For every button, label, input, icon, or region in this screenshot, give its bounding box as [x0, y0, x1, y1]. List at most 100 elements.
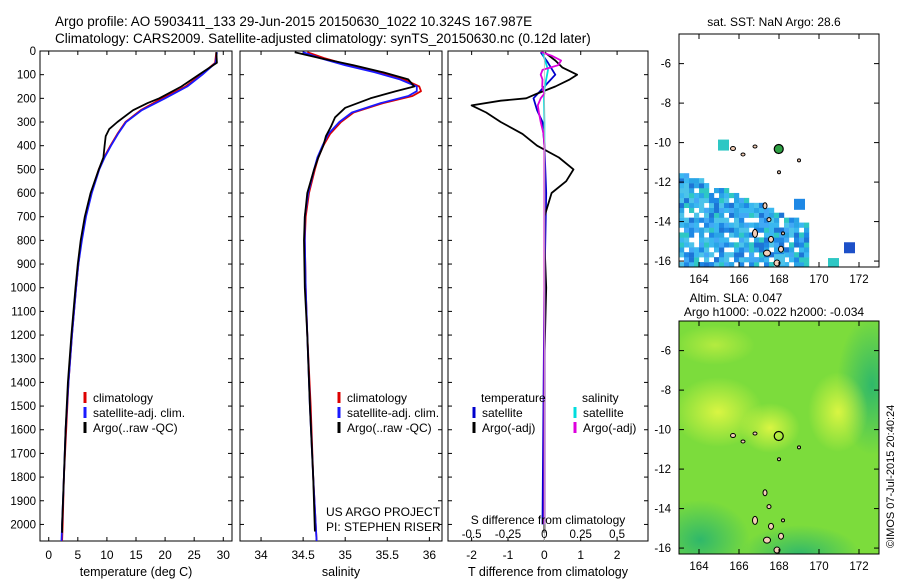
sst-cell: [739, 227, 745, 233]
difference-lines: [470, 51, 578, 541]
sst-cell: [699, 192, 705, 199]
sst-map-ticks: 164 166 168 170 172 -6 -8 -10 -12 -14 -16: [654, 34, 879, 286]
sst-cell: [709, 202, 715, 209]
sst-cell: [694, 197, 700, 204]
sst-cell: [734, 217, 740, 223]
salinity-axes-frame: [239, 50, 443, 542]
sst-cell: [739, 242, 745, 248]
island: [781, 231, 785, 236]
sst-map-cells: [679, 139, 855, 267]
depth-tick-label: 1600: [10, 425, 36, 437]
sst-cell: [709, 232, 715, 238]
lat-tick-label: -16: [654, 256, 671, 268]
sst-cell: [739, 212, 745, 218]
sst-cell: [774, 227, 780, 233]
x-tick-label: 20: [158, 548, 172, 562]
sst-cell: [769, 207, 775, 213]
sst-cell: [704, 257, 710, 263]
sst-cell: [764, 232, 770, 238]
sst-cell: [694, 222, 700, 228]
sst-cell: [744, 242, 750, 248]
sst-cell: [709, 212, 715, 218]
sst-cell: [679, 173, 685, 179]
sst-cell-large: [828, 258, 839, 267]
depth-tick-label: 400: [17, 141, 36, 153]
sst-cell: [719, 202, 725, 209]
island: [763, 536, 771, 544]
depth-tick-label: 300: [17, 117, 36, 129]
sst-cell: [689, 197, 695, 204]
sst-cell: [759, 222, 765, 228]
lat-tick-label: -16: [654, 543, 671, 555]
sst-cell: [719, 262, 725, 267]
x-tick-label: 30: [217, 548, 231, 562]
island: [768, 235, 774, 243]
lon-tick-label: 166: [729, 561, 748, 573]
lon-tick-label: 172: [849, 561, 868, 573]
s-diff-tick-label: 0: [541, 529, 547, 541]
sst-cell: [794, 227, 800, 233]
sst-cell: [689, 247, 695, 253]
island: [778, 532, 784, 540]
sst-cell: [714, 247, 720, 253]
sst-cell: [679, 212, 685, 218]
sst-cell: [724, 252, 730, 258]
lat-tick-label: -10: [654, 425, 671, 437]
lat-tick-label: -12: [654, 177, 671, 189]
depth-axis-ticks: 0 100 200 300 400 500 600 700 800 900 1000 1100 1200…: [10, 46, 232, 531]
sst-cell: [764, 257, 770, 263]
legend-label: Argo(..raw -QC): [347, 421, 432, 435]
sst-cell: [759, 242, 765, 248]
sst-cell: [714, 197, 720, 204]
lat-tick-label: -14: [654, 504, 671, 516]
sst-cell: [704, 188, 710, 194]
temperature-axis-ticks: 0 5 10 15 20 25 30: [45, 51, 230, 562]
sst-map-islands: [730, 143, 801, 267]
x-tick-label: 10: [100, 548, 114, 562]
sst-cell: [729, 232, 735, 238]
x-tick-label: 34: [254, 548, 268, 562]
sst-cell: [804, 242, 810, 248]
depth-tick-label: 1100: [11, 306, 36, 318]
legend-label: satellite-adj. clim.: [93, 406, 185, 420]
sst-cell: [729, 222, 735, 228]
sst-cell: [734, 222, 740, 228]
sst-cell: [679, 242, 685, 248]
lon-tick-label: 168: [769, 274, 788, 286]
sst-cell: [684, 217, 690, 223]
sst-cell: [794, 217, 800, 223]
depth-tick-label: 600: [17, 188, 36, 200]
depth-tick-label: 1900: [10, 496, 36, 508]
sst-cell: [684, 178, 690, 184]
s-diff-tick-label: -0.25: [495, 529, 521, 541]
sst-cell: [744, 257, 750, 263]
sst-cell: [769, 222, 775, 228]
sst-cell: [714, 257, 720, 263]
sst-cell: [704, 207, 710, 213]
sst-cell: [689, 183, 695, 189]
sla-map-panel: Altim. SLA: 0.047 Argo h1000: -0.022 h20…: [654, 291, 880, 573]
sst-cell: [714, 242, 720, 248]
temperature-axis-label: temperature (deg C): [80, 565, 193, 579]
sst-cell: [764, 222, 770, 228]
sst-cell: [684, 202, 690, 209]
sst-cell: [719, 192, 725, 199]
sst-cell: [684, 257, 690, 263]
difference-axes-frame: [447, 50, 649, 542]
sst-cell: [804, 247, 810, 253]
sst-cell: [719, 237, 725, 243]
sla-high-east: [808, 372, 868, 452]
sst-cell: [714, 202, 720, 209]
sst-cell: [769, 262, 775, 267]
sst-cell: [704, 217, 710, 223]
sst-cell: [684, 192, 690, 199]
sst-cell: [694, 217, 700, 223]
sst-cell: [749, 242, 755, 248]
sst-cell: [794, 237, 800, 243]
salinity-lines: [294, 51, 422, 541]
sst-cell: [739, 252, 745, 258]
sst-cell: [794, 257, 800, 263]
sst-cell: [764, 212, 770, 218]
